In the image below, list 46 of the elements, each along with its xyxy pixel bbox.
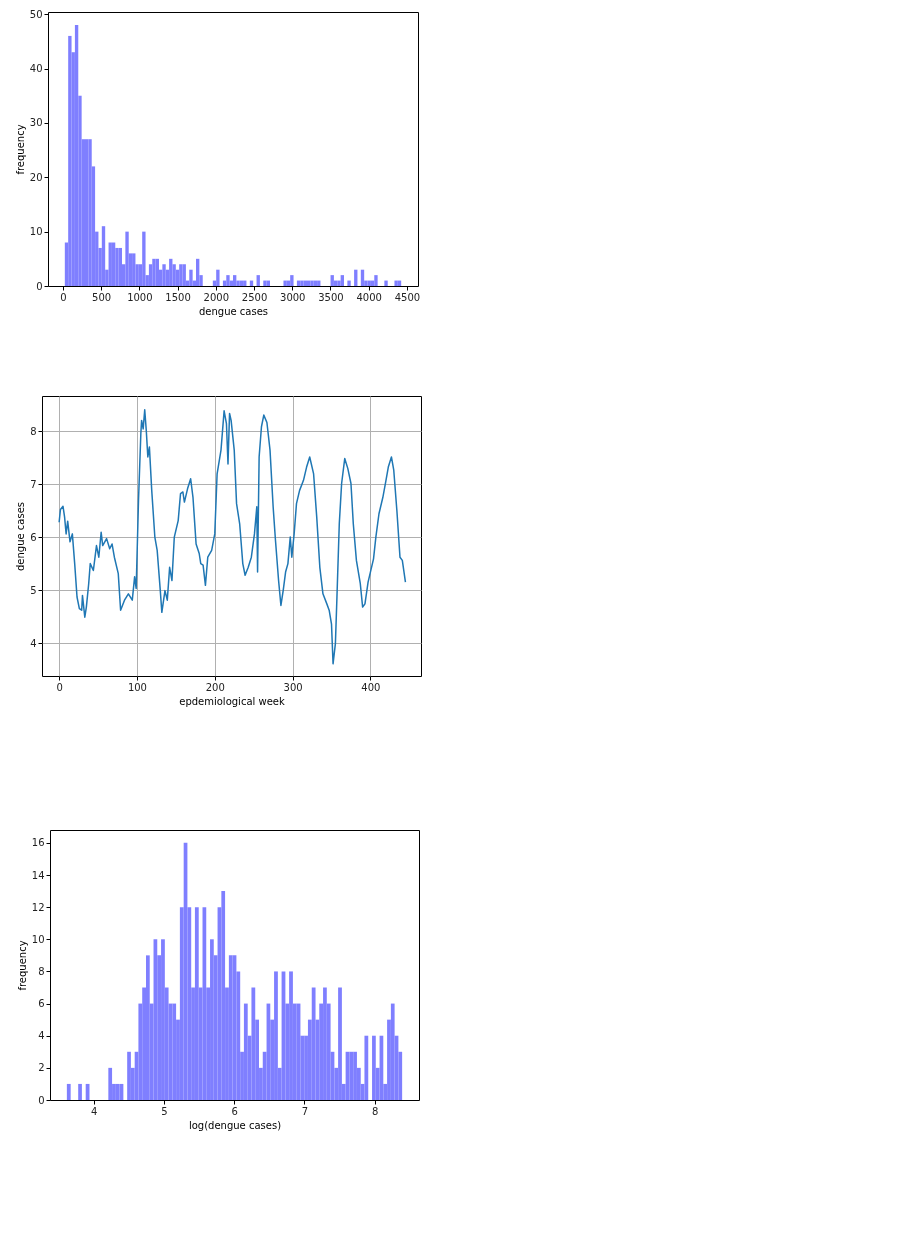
y-tick-label: 4 <box>30 637 37 649</box>
x-tick-label: 5 <box>161 1105 168 1117</box>
y-tick-label: 20 <box>29 171 43 183</box>
y-tick-label: 10 <box>31 933 45 945</box>
x-tick-label: 0 <box>60 291 67 303</box>
x-tick-label: 6 <box>231 1105 238 1117</box>
y-tick-label: 2 <box>38 1062 45 1074</box>
x-tick-label: 400 <box>361 681 381 693</box>
x-axis-title: epdemiological week <box>179 695 285 707</box>
y-tick-label: 14 <box>31 869 45 881</box>
x-tick-label: 1500 <box>165 291 191 303</box>
y-tick-label: 7 <box>30 478 37 490</box>
x-tick-label: 300 <box>283 681 303 693</box>
x-tick-label: 200 <box>205 681 225 693</box>
x-tick-label: 0 <box>56 681 63 693</box>
x-tick-label: 3500 <box>318 291 344 303</box>
y-tick-label: 16 <box>31 837 45 849</box>
x-tick-label: 7 <box>301 1105 309 1117</box>
x-tick-label: 2000 <box>203 291 230 303</box>
y-axis-title: frequency <box>14 124 26 175</box>
x-axis-title: dengue cases <box>198 305 269 317</box>
x-tick-label: 8 <box>372 1105 379 1117</box>
y-tick-label: 10 <box>29 226 43 238</box>
x-axis-title: log(dengue cases) <box>188 1119 282 1131</box>
y-axis-title: dengue cases <box>15 501 27 572</box>
y-tick-label: 0 <box>38 1094 45 1106</box>
y-tick-label: 8 <box>30 425 37 437</box>
x-tick-label: 2500 <box>241 291 268 303</box>
y-tick-label: 40 <box>29 63 43 75</box>
x-tick-label: 100 <box>127 681 147 693</box>
x-tick-label: 500 <box>92 291 112 303</box>
x-tick-label: 4000 <box>356 291 382 303</box>
y-tick-label: 12 <box>31 901 45 913</box>
y-tick-label: 5 <box>30 584 37 596</box>
y-tick-label: 4 <box>38 1030 45 1042</box>
y-tick-label: 0 <box>36 280 43 292</box>
y-tick-label: 6 <box>30 531 37 543</box>
x-tick-label: 4500 <box>394 291 421 303</box>
x-tick-label: 3000 <box>280 291 306 303</box>
y-tick-label: 8 <box>38 965 45 977</box>
y-axis-title: frequency <box>16 940 28 991</box>
x-tick-label: 4 <box>90 1105 98 1117</box>
y-tick-label: 50 <box>29 8 43 20</box>
x-tick-label: 1000 <box>127 291 153 303</box>
y-tick-label: 6 <box>38 998 45 1010</box>
y-tick-label: 30 <box>29 117 43 129</box>
